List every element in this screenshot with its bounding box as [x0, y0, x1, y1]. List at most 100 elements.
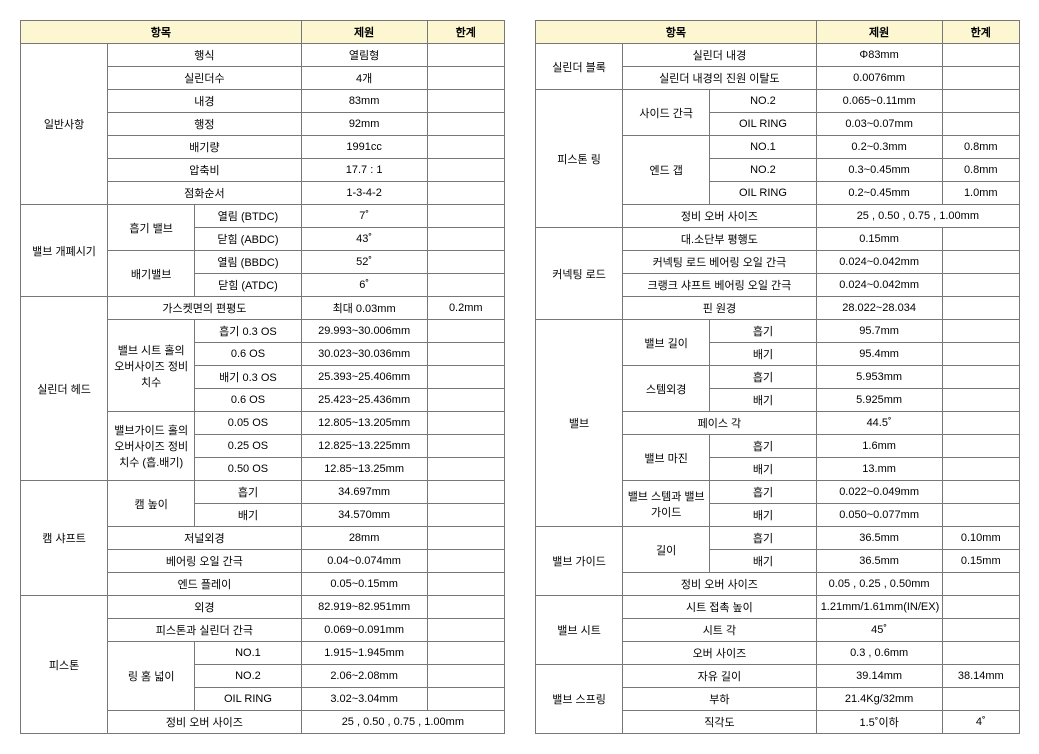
row-s: 1.21mm/1.61mm(IN/EX)	[816, 596, 942, 619]
row-s: 83mm	[301, 90, 427, 113]
row-l: 흡기	[710, 527, 816, 550]
row-l: 가스켓면의 편평도	[108, 297, 302, 320]
row-s: 12.85~13.25mm	[301, 458, 427, 481]
row-s: 0.15mm	[816, 228, 942, 251]
row-l: 0.6 OS	[195, 389, 301, 412]
row-lim: 0.8mm	[942, 159, 1019, 182]
row-l: 배기	[710, 343, 816, 366]
row-s: 44.5˚	[816, 412, 942, 435]
row-s: 3.02~3.04mm	[301, 688, 427, 711]
row-l: 0.25 OS	[195, 435, 301, 458]
spring: 밸브 스프링	[536, 665, 623, 734]
row-s: Φ83mm	[816, 44, 942, 67]
row-s: 25 , 0.50 , 0.75 , 1.00mm	[301, 711, 504, 734]
general: 일반사항	[21, 44, 108, 205]
row-s: 28.022~28.034	[816, 297, 942, 320]
row-s: 95.4mm	[816, 343, 942, 366]
row-s: 12.825~13.225mm	[301, 435, 427, 458]
row-l: 닫힘 (ATDC)	[195, 274, 301, 297]
exhaust: 배기밸브	[108, 251, 195, 297]
row-l: 배기	[710, 458, 816, 481]
row-s: 0.022~0.049mm	[816, 481, 942, 504]
row-l: 대.소단부 평행도	[623, 228, 817, 251]
valve-timing: 밸브 개폐시기	[21, 205, 108, 297]
row-s: 34.697mm	[301, 481, 427, 504]
row-l: 배기	[710, 389, 816, 412]
row-lim: 38.14mm	[942, 665, 1019, 688]
row-s: 0.04~0.074mm	[301, 550, 427, 573]
h-limit: 한계	[942, 21, 1019, 44]
row-lim: 0.2mm	[427, 297, 504, 320]
row-s: 12.805~13.205mm	[301, 412, 427, 435]
row-l: 흡기	[710, 320, 816, 343]
row-s: 5.953mm	[816, 366, 942, 389]
row-l: 열림 (BBDC)	[195, 251, 301, 274]
row-l: 흡기 0.3 OS	[195, 320, 301, 343]
row-l: 엔드 플레이	[108, 573, 302, 596]
row-s: 0.05 , 0.25 , 0.50mm	[816, 573, 942, 596]
row-s: 36.5mm	[816, 550, 942, 573]
rod: 커넥팅 로드	[536, 228, 623, 320]
vguide: 밸브 가이드	[536, 527, 623, 596]
row-s: 52˚	[301, 251, 427, 274]
row-l: 저널외경	[108, 527, 302, 550]
row-s: 2.06~2.08mm	[301, 665, 427, 688]
row-l: NO.1	[710, 136, 816, 159]
row-s: 92mm	[301, 113, 427, 136]
header-row: 항목 제원 한계	[536, 21, 1020, 44]
row-s: 0.0076mm	[816, 67, 942, 90]
row-l: OIL RING	[710, 182, 816, 205]
block: 실린더 블록	[536, 44, 623, 90]
row-s: 13.mm	[816, 458, 942, 481]
row-l: 페이스 각	[623, 412, 817, 435]
row-s: 95.7mm	[816, 320, 942, 343]
row-s: 0.3~0.45mm	[816, 159, 942, 182]
row-l: 0.05 OS	[195, 412, 301, 435]
row-s: 6˚	[301, 274, 427, 297]
h-item: 항목	[536, 21, 817, 44]
row-l: NO.2	[710, 90, 816, 113]
row-l: 정비 오버 사이즈	[623, 205, 817, 228]
row-s: 0.03~0.07mm	[816, 113, 942, 136]
row-s: 5.925mm	[816, 389, 942, 412]
valve: 밸브	[536, 320, 623, 527]
row-lim: 0.8mm	[942, 136, 1019, 159]
row-l: OIL RING	[710, 113, 816, 136]
row-l: 정비 오버 사이즈	[108, 711, 302, 734]
h-spec: 제원	[301, 21, 427, 44]
h-limit: 한계	[427, 21, 504, 44]
row-l: 정비 오버 사이즈	[623, 573, 817, 596]
row-s: 34.570mm	[301, 504, 427, 527]
row-l: 열림 (BTDC)	[195, 205, 301, 228]
row-s: 0.05~0.15mm	[301, 573, 427, 596]
row-s: 0.024~0.042mm	[816, 251, 942, 274]
row-l: 시트 각	[623, 619, 817, 642]
ringgroove: 링 홈 넓이	[108, 642, 195, 711]
row-l: 핀 원경	[623, 297, 817, 320]
glen: 길이	[623, 527, 710, 573]
row-l: 배기	[710, 550, 816, 573]
row-s: 25.423~25.436mm	[301, 389, 427, 412]
row-l: 자유 길이	[623, 665, 817, 688]
row-s: 17.7 : 1	[301, 159, 427, 182]
row-l: 배기	[710, 504, 816, 527]
endgap: 엔드 갭	[623, 136, 710, 205]
row-l: 0.6 OS	[195, 343, 301, 366]
row-l: OIL RING	[195, 688, 301, 711]
row-s: 39.14mm	[816, 665, 942, 688]
row-l: 배기	[195, 504, 301, 527]
intake: 흡기 밸브	[108, 205, 195, 251]
row-s: 7˚	[301, 205, 427, 228]
row-l: 배기량	[108, 136, 302, 159]
row-l: NO.2	[195, 665, 301, 688]
row-l: 점화순서	[108, 182, 302, 205]
h-spec: 제원	[816, 21, 942, 44]
row-s: 36.5mm	[816, 527, 942, 550]
row-s: 0.024~0.042mm	[816, 274, 942, 297]
side: 사이드 간극	[623, 90, 710, 136]
right-panel: 항목 제원 한계 실린더 블록 실린더 내경Φ83mm 실린더 내경의 진원 이…	[535, 20, 1020, 734]
row-l: 흡기	[710, 481, 816, 504]
row-l: NO.1	[195, 642, 301, 665]
row-l: 실린더 내경	[623, 44, 817, 67]
guide-label: 밸브가이드 홀의 오버사이즈 정비치수 (흡.배기)	[108, 412, 195, 481]
